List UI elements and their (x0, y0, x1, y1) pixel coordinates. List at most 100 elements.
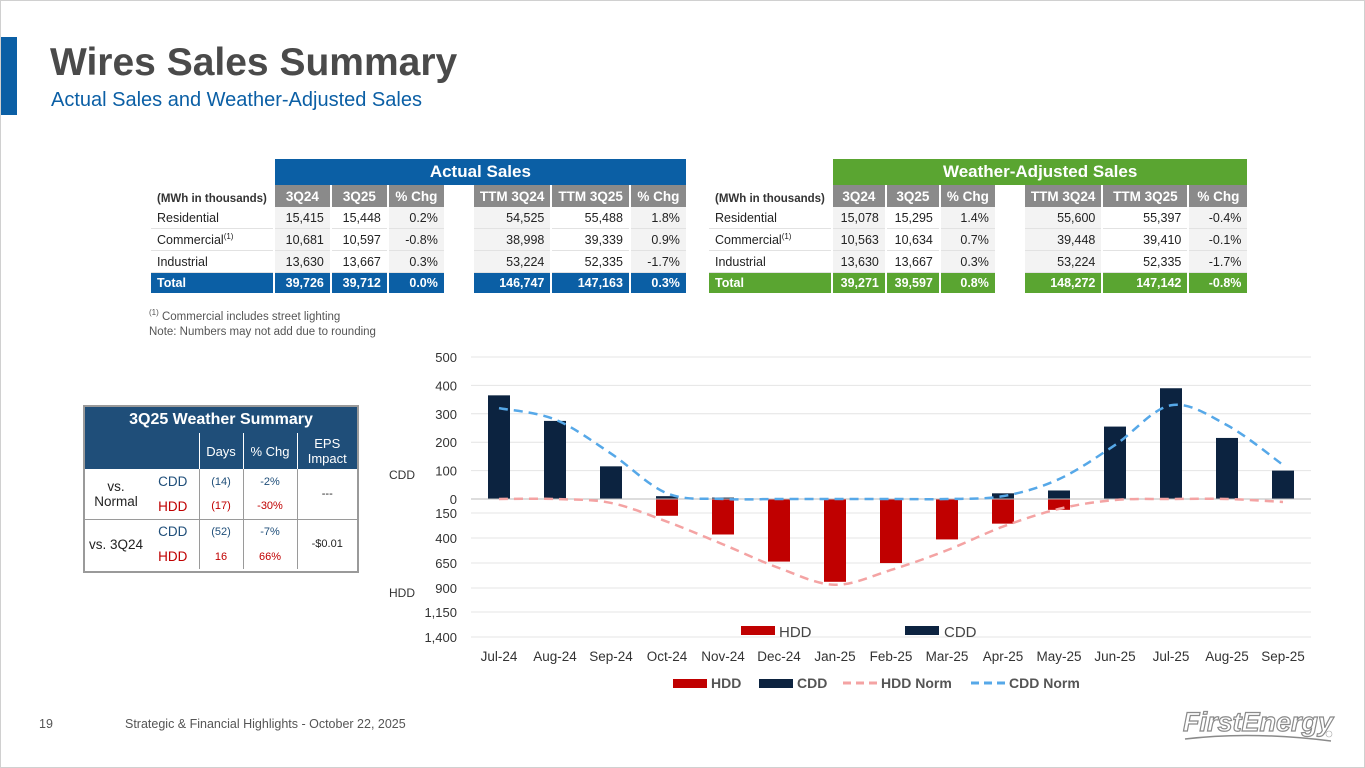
legend-cdd-label: CDD (797, 675, 827, 691)
hdd-bar (992, 499, 1014, 524)
col-header: % Chg (630, 185, 686, 207)
hdd-bar (880, 499, 902, 564)
x-tick-label: Dec-24 (757, 649, 801, 664)
cdd-tick-label: 400 (435, 378, 457, 393)
cell: 10,681 (274, 229, 330, 251)
table-row: Residential 15,078 15,295 1.4% 55,600 55… (709, 207, 1248, 229)
col-header: EPS Impact (297, 433, 357, 469)
cell: 13,667 (886, 251, 939, 273)
cell: -1.7% (630, 251, 686, 273)
cell: 39,271 (832, 273, 885, 293)
cell: 52,335 (1103, 251, 1188, 273)
cdd-bar (1048, 490, 1070, 499)
cdd-bar (1104, 426, 1126, 499)
cell: 13,667 (331, 251, 387, 273)
cdd-bar (600, 466, 622, 499)
hdd-bar (768, 499, 790, 562)
hdd-bar (824, 499, 846, 582)
cell: 66% (243, 544, 298, 569)
actual-sales-banner: Actual Sales (274, 159, 686, 185)
weather-summary-table: 3Q25 Weather Summary Days % Chg EPS Impa… (83, 405, 359, 573)
cdd-axis-label: CDD (389, 468, 415, 482)
x-tick-label: Feb-25 (870, 649, 913, 664)
col-header: TTM 3Q25 (1103, 185, 1188, 207)
row-label: Industrial (709, 251, 831, 273)
cdd-label: CDD (147, 519, 200, 544)
blank-header (85, 433, 200, 469)
col-header: % Chg (388, 185, 444, 207)
cell: 53,224 (1024, 251, 1102, 273)
cdd-bar (544, 420, 566, 499)
cdd-norm-line (498, 403, 1284, 501)
x-tick-label: Jul-24 (481, 649, 518, 664)
cell: 54,525 (473, 207, 551, 229)
hdd-bar (656, 499, 678, 516)
cell: 15,295 (886, 207, 939, 229)
x-tick-label: Oct-24 (647, 649, 688, 664)
hdd-tick-label: 1,400 (424, 630, 457, 645)
total-label: Total (151, 273, 273, 293)
hdd-bar (936, 499, 958, 540)
footnotes: (1) Commercial includes street lighting … (149, 308, 376, 338)
table-row: Commercial(1) 10,681 10,597 -0.8% 38,998… (151, 229, 686, 251)
cell: 15,078 (832, 207, 885, 229)
group-label: vs. 3Q24 (88, 536, 144, 552)
legend-cdd-swatch (759, 679, 793, 688)
weather-summary-title: 3Q25 Weather Summary (85, 407, 357, 433)
cdd-tick-label: 500 (435, 350, 457, 365)
col-header: TTM 3Q24 (473, 185, 551, 207)
cdd-tick-label: 300 (435, 407, 457, 422)
eps-cell: --- (297, 469, 357, 520)
cell: 39,410 (1103, 229, 1188, 251)
cell: 1.4% (940, 207, 995, 229)
x-tick-label: Sep-24 (589, 649, 633, 664)
legend-hdd-swatch (673, 679, 707, 688)
cell: 1.8% (630, 207, 686, 229)
page-subtitle: Actual Sales and Weather-Adjusted Sales (51, 89, 422, 111)
group-label: vs. Normal (85, 469, 147, 520)
cell: -0.1% (1189, 229, 1248, 251)
col-header: % Chg (243, 433, 298, 469)
table-row: Industrial 13,630 13,667 0.3% 53,224 52,… (709, 251, 1248, 273)
x-tick-label: Jan-25 (814, 649, 855, 664)
total-row: Total 39,271 39,597 0.8% 148,272 147,142… (709, 273, 1248, 293)
inner-legend-cdd-swatch (905, 626, 939, 635)
hdd-axis-label: HDD (389, 586, 415, 600)
actual-sales-table: (MWh in thousands) Actual Sales 3Q24 3Q2… (149, 159, 688, 293)
x-tick-label: Aug-25 (1205, 649, 1249, 664)
x-tick-label: Aug-24 (533, 649, 577, 664)
legend-hdd-norm-label: HDD Norm (881, 675, 952, 691)
col-header: % Chg (940, 185, 995, 207)
cell: 0.3% (940, 251, 995, 273)
cell: 39,339 (552, 229, 629, 251)
hdd-bar (712, 499, 734, 535)
cell: -0.8% (388, 229, 444, 251)
cell: 10,563 (832, 229, 885, 251)
cell: -0.4% (1189, 207, 1248, 229)
cdd-bar (1160, 388, 1182, 499)
table-row: Residential 15,415 15,448 0.2% 54,525 55… (151, 207, 686, 229)
cell: 0.7% (940, 229, 995, 251)
cell: 55,397 (1103, 207, 1188, 229)
col-header: Days (199, 433, 244, 469)
cell: 148,272 (1024, 273, 1102, 293)
cell: 53,224 (473, 251, 551, 273)
cell: 52,335 (552, 251, 629, 273)
cell: 16 (199, 544, 244, 569)
cdd-tick-label: 0 (450, 492, 457, 507)
cell: 0.2% (388, 207, 444, 229)
col-header: 3Q25 (886, 185, 939, 207)
cell: 15,448 (331, 207, 387, 229)
eps-cell: -$0.01 (311, 538, 343, 551)
x-tick-label: May-25 (1036, 649, 1081, 664)
firstenergy-logo: FirstEnergy (1182, 706, 1336, 742)
cell: (17) (199, 494, 244, 520)
cell: -1.7% (1189, 251, 1248, 273)
cell: (14) (199, 469, 244, 494)
hdd-label: HDD (147, 544, 200, 569)
hdd-norm-line (498, 497, 1284, 587)
inner-legend-hdd-label: HDD (779, 624, 812, 641)
cell: 39,597 (886, 273, 939, 293)
cdd-bar (656, 496, 678, 499)
